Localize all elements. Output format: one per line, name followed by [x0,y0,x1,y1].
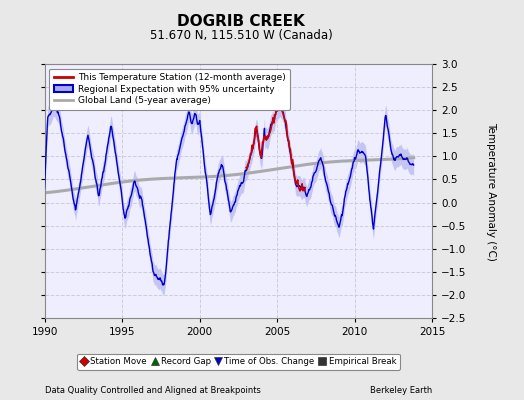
Y-axis label: Temperature Anomaly (°C): Temperature Anomaly (°C) [486,122,496,260]
Legend: Station Move, Record Gap, Time of Obs. Change, Empirical Break: Station Move, Record Gap, Time of Obs. C… [77,354,400,370]
Text: DOGRIB CREEK: DOGRIB CREEK [177,14,305,29]
Text: Berkeley Earth: Berkeley Earth [370,386,432,395]
Text: 51.670 N, 115.510 W (Canada): 51.670 N, 115.510 W (Canada) [150,29,332,42]
Text: Data Quality Controlled and Aligned at Breakpoints: Data Quality Controlled and Aligned at B… [45,386,260,395]
